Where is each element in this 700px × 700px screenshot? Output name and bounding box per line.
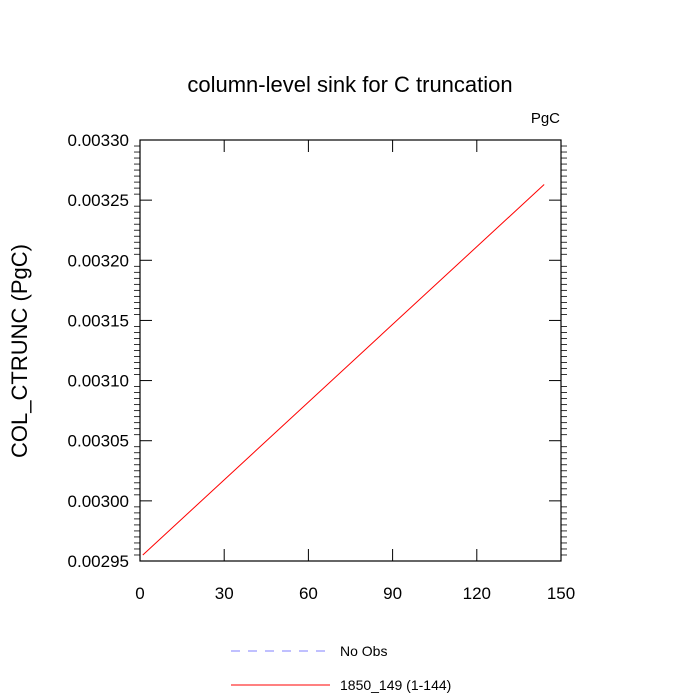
x-tick-label: 120 [463,584,491,603]
y-tick-label: 0.00295 [68,552,129,571]
units-label: PgC [531,110,560,127]
y-tick-label: 0.00320 [68,251,129,270]
y-tick-label: 0.00325 [68,191,129,210]
legend-label-no-obs: No Obs [340,643,387,659]
chart-title: column-level sink for C truncation [187,72,512,97]
x-tick-label: 60 [299,584,318,603]
legend-label-1850-149: 1850_149 (1-144) [340,677,451,693]
y-tick-label: 0.00310 [68,372,129,391]
y-tick-label: 0.00300 [68,492,129,511]
series-layer [142,184,545,556]
x-tick-label: 150 [547,584,575,603]
y-tick-label: 0.00315 [68,311,129,330]
plot-frame [139,139,562,562]
y-axis-label: COL_CTRUNC (PgC) [7,244,32,458]
x-tick-label: 30 [215,584,234,603]
y-tick-label: 0.00330 [68,131,129,150]
x-tick-label: 0 [135,584,144,603]
y-tick-label: 0.00305 [68,432,129,451]
legend: No Obs 1850_149 (1-144) [231,643,451,693]
axis-ticks [134,139,567,562]
series-line-1850-149-1-144 [142,184,545,556]
tick-labels: 0 30 60 90 120 150 0.00295 0.00300 0.00305 0.0031… [68,131,576,603]
x-tick-label: 90 [383,584,402,603]
